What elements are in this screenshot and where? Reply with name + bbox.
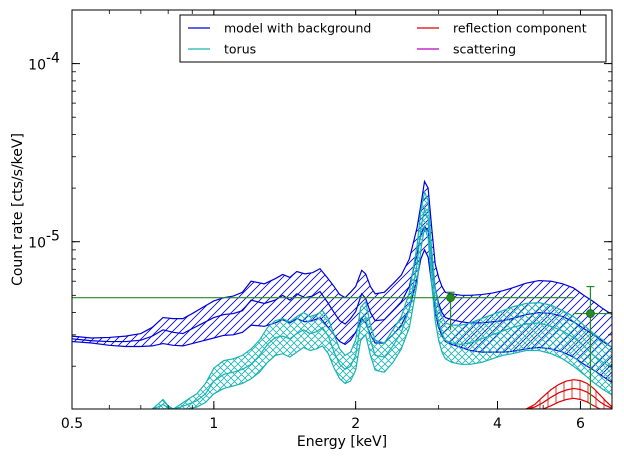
- y-tick-label: 10 -4: [28, 51, 60, 74]
- legend-label: reflection component: [453, 21, 587, 36]
- x-tick-label: 0.5: [61, 416, 83, 432]
- y-tick-label: 10 -5: [28, 229, 60, 252]
- data-point: [446, 293, 455, 303]
- data-point: [586, 309, 595, 318]
- legend-box: [179, 14, 607, 63]
- data-point-group: [573, 285, 612, 409]
- y-tick-exponent: -4: [46, 51, 60, 67]
- plot-frame: [71, 9, 613, 410]
- x-axis-label: Energy [keV]: [297, 434, 387, 450]
- model-with-background-upper-line: [72, 179, 612, 339]
- reflection-component-lower-line: [526, 397, 612, 409]
- legend-label: scattering: [453, 42, 516, 57]
- y-tick-base: 10: [28, 58, 46, 74]
- x-tick-label: 1: [209, 416, 218, 432]
- x-tick-label: 2: [351, 416, 360, 432]
- legend: model with background reflection componen…: [179, 14, 607, 63]
- x-tick-label: 6: [576, 416, 585, 432]
- torus-band: [152, 192, 612, 409]
- legend-label: torus: [224, 42, 256, 57]
- reflection-component-middle-line: [525, 387, 612, 409]
- plot-area: [72, 179, 612, 409]
- torus-lower-line: [152, 227, 612, 409]
- y-tick-exponent: -5: [46, 229, 60, 245]
- torus-middle-line: [152, 207, 612, 409]
- torus-upper-line: [151, 190, 612, 409]
- x-tick-label: 4: [493, 416, 502, 432]
- data-point-group: [72, 291, 574, 330]
- y-tick-base: 10: [28, 236, 46, 252]
- legend-label: model with background: [224, 21, 371, 36]
- reflection-component-upper-line: [525, 379, 612, 409]
- y-axis-label: Count rate [cts/s/keV]: [10, 133, 26, 286]
